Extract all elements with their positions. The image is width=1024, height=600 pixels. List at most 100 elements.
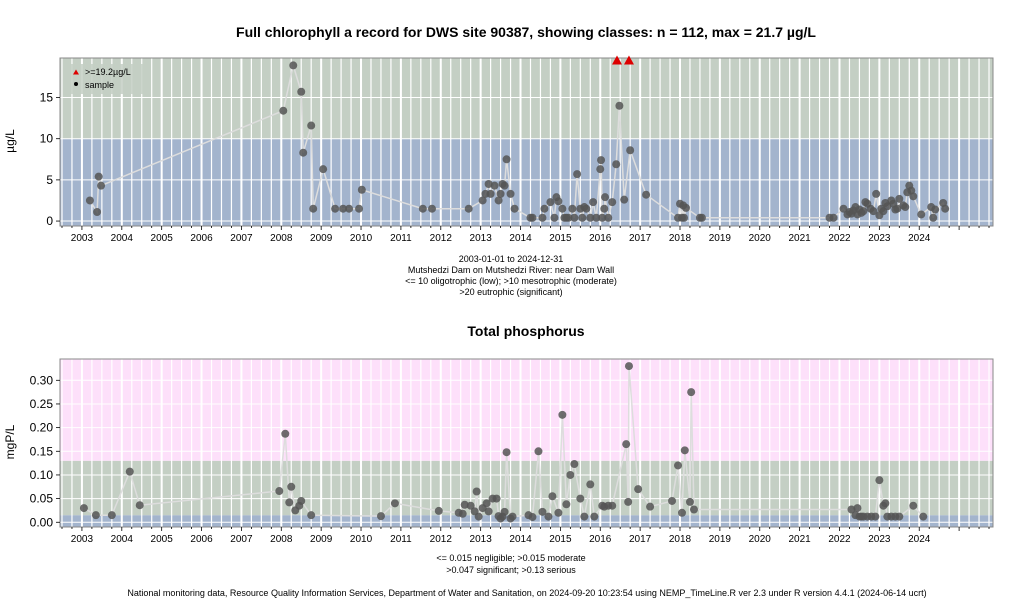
chart1-data-point xyxy=(869,207,878,216)
chart1-data-point xyxy=(540,204,549,213)
chart1-frame xyxy=(59,57,994,227)
chart2-data-point xyxy=(538,507,547,516)
chart2-data-point xyxy=(608,501,617,510)
chart2-x-tick-label: 2016 xyxy=(589,534,612,545)
legend-sample-label: sample xyxy=(85,80,114,90)
chart2-x-tick-label: 2021 xyxy=(788,534,811,545)
chart1-x-tick-label: 2012 xyxy=(430,233,453,244)
chart1-y-tick-label: 5 xyxy=(46,173,53,187)
chart1-data-point xyxy=(909,192,918,201)
chart1-data-point xyxy=(872,189,881,198)
chart1-data-point xyxy=(486,189,495,198)
chart2-data-point xyxy=(79,504,88,513)
chart1-x-tick-label: 2014 xyxy=(509,233,532,244)
chart1-data-point xyxy=(538,213,547,222)
chart1-x-tick-label: 2021 xyxy=(788,233,811,244)
chart2-x-tick-label: 2018 xyxy=(669,534,692,545)
chart2-data-point xyxy=(285,498,294,507)
chart2-data-point xyxy=(482,499,491,508)
chart1-x-tick-label: 2024 xyxy=(908,233,931,244)
chart1-note-site: Mutshedzi Dam on Mutshedzi River: near D… xyxy=(408,265,614,275)
chart1-data-point xyxy=(355,204,364,213)
chart1-data-point xyxy=(297,87,306,96)
chart1-y-tick-label: 15 xyxy=(40,91,54,105)
chart2-x-tick-label: 2019 xyxy=(709,534,732,545)
chart2-data-point xyxy=(558,410,567,419)
chart1-data-point xyxy=(478,196,487,205)
chart2-data-point xyxy=(685,497,694,506)
chart1-data-point xyxy=(299,148,308,157)
chart2-data-point xyxy=(622,440,631,449)
chart2-x-tick-label: 2023 xyxy=(868,534,891,545)
chart1-over-threshold-marker xyxy=(623,55,634,65)
chart1-data-point xyxy=(589,198,598,207)
chart1-data-point xyxy=(601,193,610,202)
chart1-x-tick-label: 2022 xyxy=(828,233,851,244)
chart1-data-point xyxy=(596,165,605,174)
chart1-data-point xyxy=(464,204,473,213)
chart1-data-point xyxy=(681,203,690,212)
chart1-data-point xyxy=(307,121,316,130)
chart2-data-point xyxy=(895,512,904,521)
chart1-x-tick-label: 2016 xyxy=(589,233,612,244)
chart1-data-point xyxy=(931,205,940,214)
chart1-y-tick-label: 0 xyxy=(46,214,53,228)
chart1-data-point xyxy=(604,213,613,222)
chart2-data-point xyxy=(544,512,553,521)
chart2-x-tick-label: 2003 xyxy=(71,534,94,545)
chart2-data-point xyxy=(680,446,689,455)
chart1-over-threshold-marker xyxy=(612,55,623,65)
chart1-data-point xyxy=(94,172,103,181)
chart1-x-tick-label: 2019 xyxy=(709,233,732,244)
chart2-data-point xyxy=(554,508,563,517)
chart1-data-point xyxy=(502,155,511,164)
chart2-y-axis-label: mgP/L xyxy=(3,424,17,459)
chart2-x-tick-label: 2022 xyxy=(828,534,851,545)
chart2-data-point xyxy=(390,499,399,508)
chart2-x-tick-label: 2008 xyxy=(270,534,293,545)
legend-dot-icon xyxy=(74,82,78,86)
chart2-data-point xyxy=(624,362,633,371)
chart1-data-point xyxy=(85,196,94,205)
chart2-data-point xyxy=(646,502,655,511)
chart1-data-point xyxy=(917,210,926,219)
chart2-y-tick-label: 0.20 xyxy=(30,421,54,435)
chart1-data-point xyxy=(496,189,505,198)
chart2-x-tick-label: 2012 xyxy=(430,534,453,545)
chart1-data-point xyxy=(929,213,938,222)
chart1-data-point xyxy=(578,213,587,222)
chart2-x-tick-label: 2024 xyxy=(908,534,931,545)
chart1-data-point xyxy=(568,204,577,213)
chart1-data-point xyxy=(586,213,595,222)
chart2-y-tick-label: 0.10 xyxy=(30,468,54,482)
chart2-data-point xyxy=(135,501,144,510)
chart1-data-point xyxy=(494,196,503,205)
chart2-data-point xyxy=(458,509,467,518)
chart1-data-point xyxy=(345,204,354,213)
chart1-data-point xyxy=(506,189,515,198)
chart2-data-point xyxy=(590,512,599,521)
chart1-x-tick-label: 2013 xyxy=(470,233,493,244)
chart2-data-point xyxy=(376,512,385,521)
chart1-x-tick-label: 2010 xyxy=(350,233,373,244)
chart1-x-tick-label: 2015 xyxy=(549,233,572,244)
chart1-note-classes-2: >20 eutrophic (significant) xyxy=(459,287,562,297)
chart1-data-point xyxy=(309,204,318,213)
chart1-data-point xyxy=(895,194,904,203)
chart2-x-tick-label: 2020 xyxy=(749,534,772,545)
chart1-data-point xyxy=(564,213,573,222)
chart2-data-point xyxy=(674,461,683,470)
chart2-data-point xyxy=(508,512,517,521)
chart2-data-point xyxy=(460,500,469,509)
chart1-data-point xyxy=(558,204,567,213)
chart1-data-point xyxy=(570,213,579,222)
chart1-data-point xyxy=(620,195,629,204)
chart1-data-point xyxy=(893,204,902,213)
chart2-data-point xyxy=(586,480,595,489)
chart2-plot-area: 2003 2004 2005 2006 2007 2008 2009 2010 2011 2012… xyxy=(30,358,994,545)
chart1-data-point xyxy=(859,207,868,216)
chart1-data-point xyxy=(829,213,838,222)
chart2-x-tick-label: 2014 xyxy=(509,534,532,545)
chart1-x-tick-label: 2004 xyxy=(111,233,134,244)
chart1-x-tick-label: 2006 xyxy=(190,233,213,244)
